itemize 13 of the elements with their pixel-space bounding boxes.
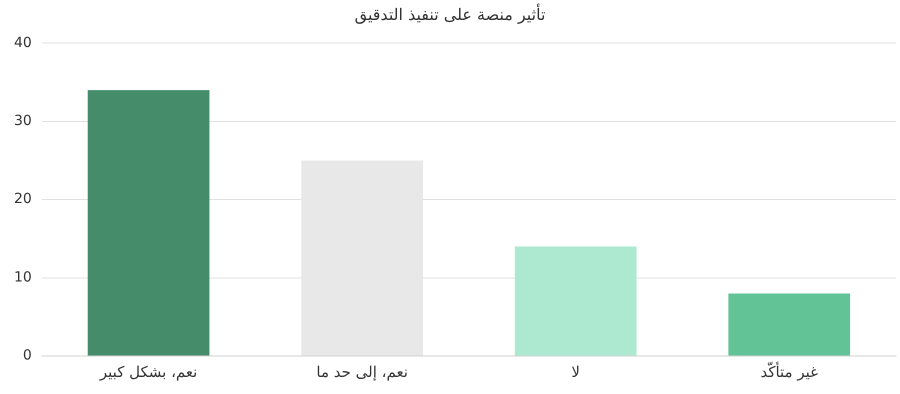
x-tick-label: نعم، بشكل كبير [98,362,198,381]
chart-title: تأثير منصة على تنفيذ التدقيق [354,2,546,24]
x-tick-label: نعم، إلى حد ما [316,362,408,381]
y-tick-label: 40 [14,34,32,51]
x-tick-label: غير متأكّد [760,360,818,381]
y-tick-label: 10 [14,269,32,286]
y-tick-label: 0 [22,348,32,364]
bar [88,90,210,356]
x-tick-label: لا [571,362,580,381]
bar [514,246,637,356]
bar [728,293,850,356]
y-tick-label: 30 [14,113,32,130]
y-tick-label: 20 [14,191,32,208]
